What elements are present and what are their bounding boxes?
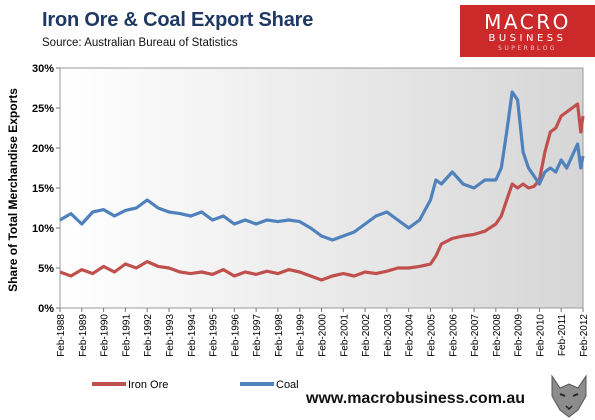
x-tick-label: Feb-2010 (535, 314, 546, 357)
x-tick-label: Feb-2002 (361, 314, 372, 357)
chart-title: Iron Ore & Coal Export Share (42, 9, 314, 31)
x-tick-label: Feb-2001 (339, 314, 350, 357)
footer-url: www.macrobusiness.com.au (306, 390, 526, 407)
x-tick-label: Feb-1999 (296, 314, 307, 357)
y-tick-label: 30% (32, 63, 54, 75)
logo-word-business: BUSINESS (488, 33, 567, 44)
x-tick-label: Feb-1995 (209, 314, 220, 357)
x-tick-label: Feb-1988 (56, 314, 67, 357)
x-tick-label: Feb-1996 (230, 314, 241, 357)
series-line-coal (59, 90, 585, 242)
x-tick-label: Feb-2012 (579, 314, 590, 357)
x-tick-label: Feb-2011 (557, 314, 568, 357)
x-tick-label: Feb-2007 (470, 314, 481, 357)
logo-word-macro: MACRO (484, 10, 571, 34)
y-tick-label: 20% (32, 143, 54, 155)
chart-source: Source: Australian Bureau of Statistics (42, 37, 238, 49)
y-tick-label: 25% (32, 103, 54, 115)
plot-area (59, 67, 584, 309)
x-tick-label: Feb-2003 (383, 314, 394, 357)
y-tick-label: 5% (38, 263, 54, 275)
x-tick-label: Feb-1990 (100, 314, 111, 357)
x-tick-label: Feb-2008 (492, 314, 503, 357)
y-tick-label: 10% (32, 223, 54, 235)
x-tick-label: Feb-1998 (274, 314, 285, 357)
x-tick-label: Feb-2009 (514, 314, 525, 357)
macrobusiness-logo: MACRO BUSINESS SUPERBLOG (460, 5, 595, 57)
x-tick-label: Feb-1991 (121, 314, 132, 357)
x-tick-label: Feb-2000 (318, 314, 329, 357)
wolf-icon (551, 374, 587, 418)
legend-label-coal: Coal (276, 379, 299, 391)
x-tick-label: Feb-2005 (426, 314, 437, 357)
logo-word-superblog: SUPERBLOG (498, 45, 557, 52)
x-tick-label: Feb-1989 (78, 314, 89, 357)
x-tick-label: Feb-1992 (143, 314, 154, 357)
x-tick-label: Feb-1997 (252, 314, 263, 357)
y-axis-label: Share of Total Merchandise Exports (6, 88, 20, 292)
x-tick-label: Feb-2004 (405, 314, 416, 357)
series-line-iron-ore (59, 102, 585, 282)
x-tick-label: Feb-1993 (165, 314, 176, 357)
y-tick-label: 0% (38, 303, 54, 315)
x-tick-label: Feb-2006 (448, 314, 459, 357)
x-tick-label: Feb-1994 (187, 314, 198, 357)
y-tick-label: 15% (32, 183, 54, 195)
legend-label-iron-ore: Iron Ore (128, 379, 168, 391)
